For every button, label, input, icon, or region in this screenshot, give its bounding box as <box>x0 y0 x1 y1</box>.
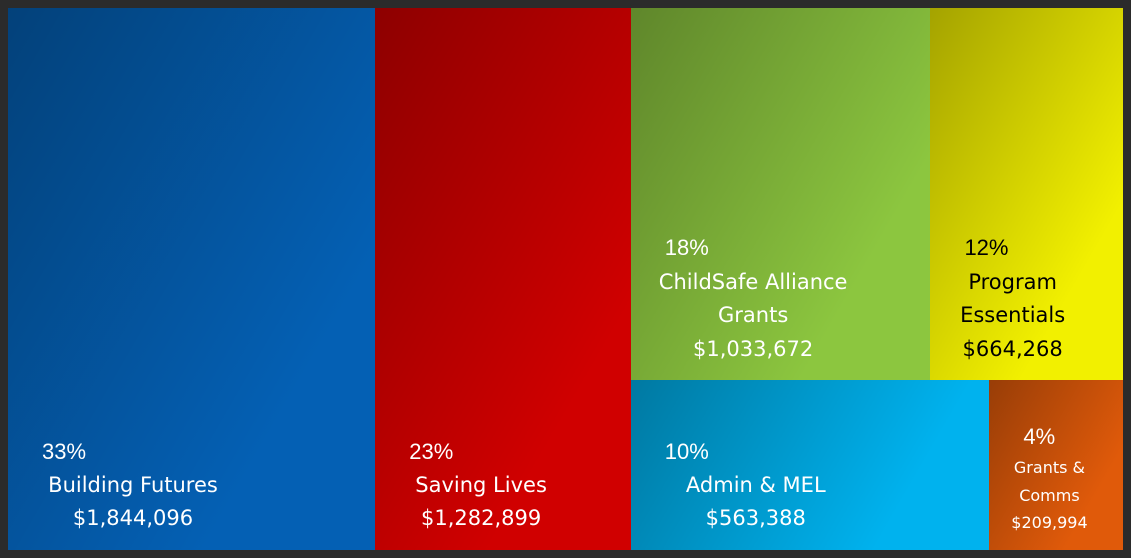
percent-label: 4% <box>1023 424 1056 450</box>
value-label: $563,388 <box>705 506 806 531</box>
value-label: $1,844,096 <box>72 506 194 531</box>
tile-shade <box>630 380 990 550</box>
treemap-tile: 23% Saving Lives $1,282,899 <box>375 8 631 550</box>
tile-shade <box>630 8 931 381</box>
category-label: Program Essentials <box>960 269 1066 328</box>
category-label: Building Futures <box>48 472 218 497</box>
tile-shade <box>989 380 1123 550</box>
treemap-tile: 12% Program Essentials $664,268 <box>930 8 1123 381</box>
category-label: ChildSafe Alliance Grants <box>658 269 848 328</box>
tile-label: 23% Saving Lives $1,282,899 <box>385 434 577 536</box>
treemap-tile: 33% Building Futures $1,844,096 <box>8 8 376 550</box>
tile-shade <box>930 8 1123 381</box>
tile-shade <box>8 8 376 550</box>
percent-label: 23% <box>409 438 454 464</box>
category-label: Saving Lives <box>415 472 547 497</box>
value-label: $1,282,899 <box>420 506 542 531</box>
percent-label: 10% <box>664 438 709 464</box>
tile-label: 4% Grants & Comms $209,994 <box>999 419 1099 536</box>
tile-label: 10% Admin & MEL $563,388 <box>641 434 871 536</box>
value-label: $209,994 <box>1011 512 1088 532</box>
treemap-tile: 4% Grants & Comms $209,994 <box>989 380 1123 550</box>
value-label: $664,268 <box>962 336 1063 361</box>
percent-label: 12% <box>964 235 1009 261</box>
category-label: Grants & Comms <box>1013 458 1085 505</box>
category-label: Admin & MEL <box>685 472 826 497</box>
tile-label: 12% Program Essentials $664,268 <box>940 230 1084 366</box>
percent-label: 33% <box>42 438 87 464</box>
treemap-tile: 10% Admin & MEL $563,388 <box>630 380 990 550</box>
tile-label: 33% Building Futures $1,844,096 <box>18 434 248 536</box>
percent-label: 18% <box>664 235 709 261</box>
tile-label: 18% ChildSafe Alliance Grants $1,033,672 <box>641 230 866 366</box>
treemap-tile: 18% ChildSafe Alliance Grants $1,033,672 <box>630 8 931 381</box>
tile-shade <box>375 8 631 550</box>
value-label: $1,033,672 <box>693 336 814 361</box>
